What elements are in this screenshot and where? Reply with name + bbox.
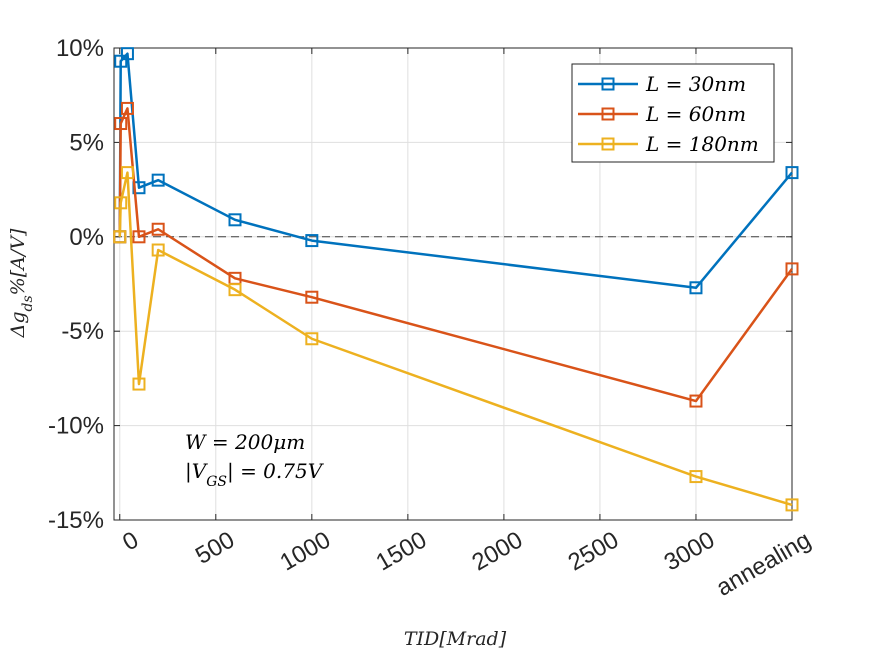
y-tick-label: 10%	[56, 35, 104, 62]
data-point-marker	[305, 234, 319, 248]
annotation-vgs: |VGS| = 0.75V	[185, 459, 325, 490]
data-point-marker	[120, 166, 134, 180]
data-point-marker	[114, 196, 128, 210]
legend-swatch-marker	[601, 137, 615, 151]
legend-swatch-marker	[601, 107, 615, 121]
legend-item: L = 30nm	[578, 72, 746, 96]
data-point-marker	[785, 166, 799, 180]
y-tick-label: -15%	[48, 507, 104, 534]
data-point-marker	[228, 283, 242, 297]
y-tick-labels: 10% 5% 0% -5% -10% -15%	[48, 35, 104, 534]
legend-label: L = 60nm	[645, 102, 746, 126]
data-point-marker	[689, 281, 703, 295]
x-tick-label: 2000	[468, 526, 528, 576]
data-point-marker	[120, 101, 134, 115]
x-tick-label: 0	[118, 526, 143, 556]
x-tick-label: 3000	[660, 526, 720, 576]
annotation-box: W = 200μm |VGS| = 0.75V	[185, 430, 325, 490]
x-tick-label: 1500	[372, 526, 432, 576]
series-2	[113, 101, 799, 408]
annotation-width: W = 200μm	[185, 430, 305, 454]
data-point-marker	[132, 230, 146, 244]
plot-area-frame	[113, 47, 793, 521]
y-axis-title: Δgds%[A/V]	[7, 228, 36, 338]
legend: L = 30nm L = 60nm L = 180nm	[571, 63, 775, 163]
data-point-marker	[114, 117, 128, 131]
data-point-marker	[785, 262, 799, 276]
legend-swatch-marker	[601, 77, 615, 91]
data-point-marker	[113, 230, 127, 244]
x-tick-label: 2500	[564, 526, 624, 576]
data-point-marker	[305, 332, 319, 346]
series-group	[113, 47, 799, 512]
data-point-marker	[132, 377, 146, 391]
series-3	[113, 166, 799, 512]
data-point-marker	[785, 498, 799, 512]
legend-label: L = 30nm	[645, 72, 746, 96]
data-point-marker	[228, 213, 242, 227]
data-point-marker	[114, 54, 128, 68]
series-line	[118, 171, 793, 507]
data-point-marker	[151, 173, 165, 187]
x-tick-label: 1000	[275, 526, 335, 576]
y-tick-label: -10%	[48, 413, 104, 440]
x-tick-label: 500	[191, 526, 239, 569]
y-tick-label: 5%	[69, 129, 104, 156]
y-tick-label: 0%	[69, 224, 104, 251]
x-axis-title: TID[Mrad]	[404, 628, 507, 650]
legend-label: L = 180nm	[645, 132, 759, 156]
data-point-marker	[689, 470, 703, 484]
data-point-marker	[151, 222, 165, 236]
data-point-marker	[120, 47, 134, 61]
data-point-marker	[689, 394, 703, 408]
legend-item: L = 60nm	[578, 102, 746, 126]
axis-ticks	[114, 47, 793, 521]
y-tick-label: -5%	[61, 318, 104, 345]
x-tick-label: annealing	[712, 526, 816, 601]
data-point-marker	[305, 290, 319, 304]
legend-item: L = 180nm	[578, 132, 759, 156]
data-point-marker	[151, 243, 165, 257]
